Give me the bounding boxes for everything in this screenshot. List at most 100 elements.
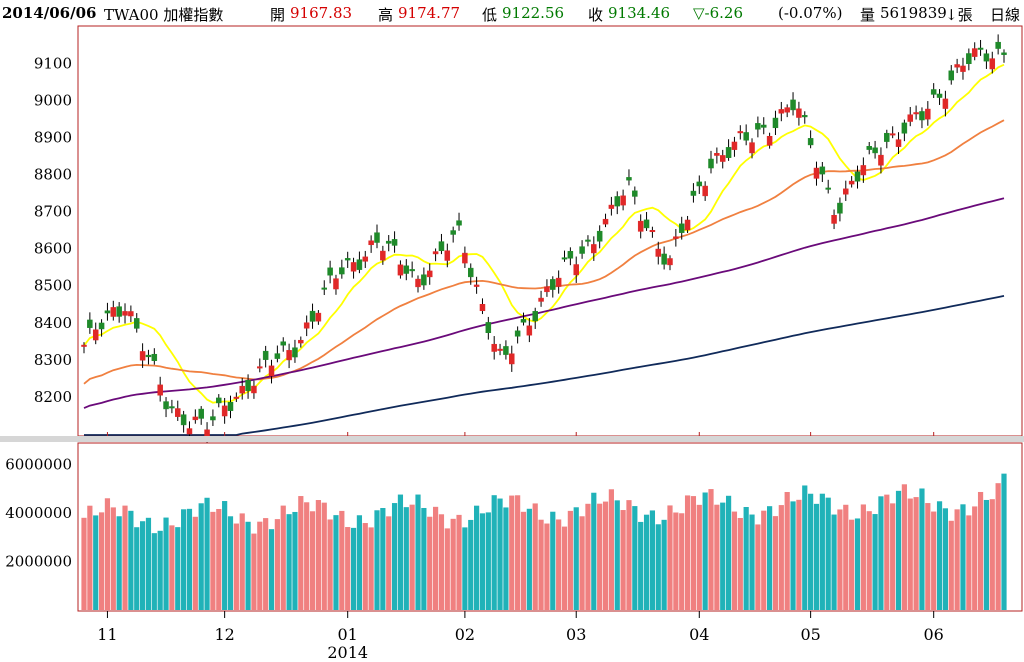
- volume-bar-down: [356, 515, 363, 610]
- volume-bar-down: [767, 506, 773, 610]
- candle-down: [561, 257, 568, 260]
- volume-bar-down: [128, 510, 134, 610]
- volume-bar-up: [690, 496, 697, 610]
- volume-bar-down: [919, 488, 925, 610]
- volume-bar-up: [890, 503, 896, 610]
- candle-down: [901, 122, 908, 134]
- volume-bar-down: [960, 504, 966, 610]
- candle-up: [538, 297, 544, 302]
- volume-bar-up: [761, 510, 767, 610]
- quote-date: 2014/06/06: [2, 4, 97, 22]
- candle-down: [133, 318, 140, 329]
- volume-bar-up: [169, 525, 175, 610]
- candle-up: [303, 322, 310, 329]
- quote-header: 2014/06/06 TWA00 加權指數 開 9167.83 高 9174.7…: [0, 0, 1024, 26]
- volume-bar-down: [93, 515, 99, 610]
- candle-up: [509, 353, 515, 365]
- volume-bar-up: [87, 505, 93, 610]
- volume-bar-up: [684, 495, 691, 610]
- candle-down: [485, 322, 492, 334]
- price-tick-label: 8200: [34, 388, 72, 406]
- volume-bar-down: [661, 519, 667, 610]
- volume-bar-down: [421, 507, 427, 610]
- volume-bar-down: [743, 507, 749, 610]
- volume-bar-down: [139, 521, 146, 610]
- volume-bar-down: [573, 507, 579, 610]
- volume-bar-up: [561, 526, 568, 610]
- candle-down: [292, 347, 298, 358]
- candle-down: [755, 123, 761, 130]
- volume-bar-up: [602, 501, 609, 610]
- candle-down: [866, 146, 872, 150]
- candle-up: [251, 385, 257, 394]
- candle-down: [725, 147, 732, 158]
- volume-bar-down: [186, 508, 193, 610]
- candle-down: [919, 111, 925, 121]
- volume-bar-down: [116, 516, 122, 610]
- volume-bar-down: [632, 506, 638, 610]
- high-label: 高: [378, 6, 394, 24]
- candle-up: [81, 344, 87, 347]
- candle-up: [192, 416, 199, 421]
- volume-bar-up: [362, 523, 368, 610]
- candle-down: [421, 274, 427, 286]
- volume-tick-label: 2000000: [5, 552, 72, 570]
- candle-down: [626, 177, 632, 181]
- month-tick-label: 12: [214, 625, 234, 644]
- volume-bar-down: [175, 527, 181, 610]
- candle-down: [163, 401, 169, 410]
- volume-bar-up: [989, 499, 995, 610]
- volume-bar-up: [456, 514, 462, 610]
- volume-bar-down: [151, 533, 157, 610]
- volume-bar-down: [649, 510, 656, 610]
- candle-up: [591, 244, 597, 254]
- volume-bar-up: [931, 511, 937, 610]
- volume-bar-up: [714, 504, 720, 610]
- candle-down: [374, 232, 380, 243]
- volume-bar-up: [977, 491, 984, 610]
- candle-down: [274, 353, 281, 359]
- candle-up: [128, 311, 134, 317]
- volume-bar-down: [878, 496, 884, 610]
- candle-up: [350, 262, 357, 272]
- volume-bar-up: [995, 483, 1001, 610]
- candle-up: [157, 384, 163, 396]
- candle-down: [743, 132, 749, 141]
- candle-up: [907, 114, 913, 122]
- candle-down: [456, 220, 462, 226]
- volume-bar-down: [468, 519, 474, 610]
- volume-bar-up: [110, 507, 116, 610]
- volume-bar-up: [866, 511, 872, 610]
- candle-up: [954, 64, 960, 68]
- volume-bar-down: [702, 492, 708, 610]
- volume-bar-down: [503, 507, 509, 610]
- volume-bar-up: [626, 500, 632, 610]
- volume-bar-down: [790, 501, 796, 610]
- volume-bar-up: [520, 511, 527, 610]
- price-panel: [77, 25, 1023, 437]
- candle-down: [643, 219, 650, 229]
- candle-down: [614, 196, 620, 207]
- volume-bar-up: [538, 519, 544, 610]
- candle-up: [848, 180, 855, 185]
- candle-down: [585, 239, 591, 242]
- candle-up: [573, 264, 579, 276]
- volume-bar-up: [884, 494, 890, 610]
- candle-up: [362, 256, 369, 262]
- candle-down: [514, 330, 521, 337]
- volume-bar-up: [444, 528, 450, 610]
- price-tick-label: 9000: [34, 91, 72, 109]
- quote-symbol: TWA00 加權指數: [104, 6, 224, 24]
- candle-down: [819, 166, 826, 175]
- volume-bar-up: [327, 519, 333, 610]
- candle-up: [637, 220, 644, 232]
- volume-bar-down: [204, 497, 210, 610]
- volume-bar-up: [280, 505, 286, 610]
- volume-bar-up: [907, 498, 913, 610]
- volume-bar-down: [391, 503, 398, 610]
- volume-bar-up: [948, 520, 954, 610]
- volume-bar-up: [679, 513, 685, 610]
- volume-bar-up: [954, 509, 960, 610]
- price-tick-label: 8800: [34, 166, 72, 184]
- candle-down: [409, 269, 415, 272]
